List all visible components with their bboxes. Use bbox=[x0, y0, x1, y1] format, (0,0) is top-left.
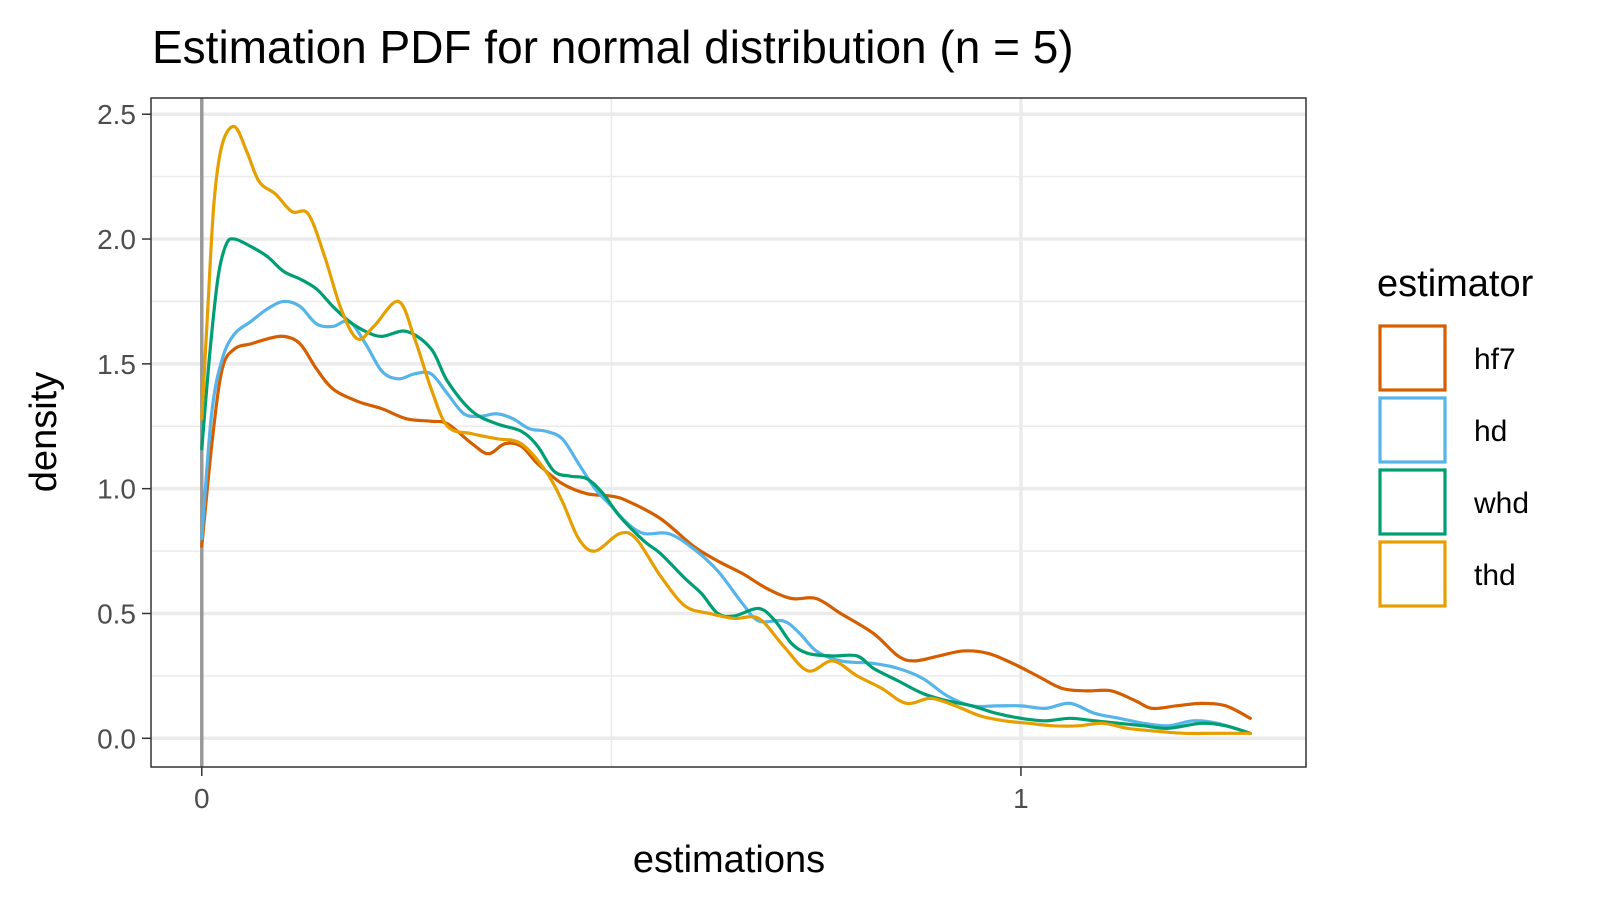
minor-gridlines bbox=[151, 98, 1306, 767]
y-tick-label: 0.5 bbox=[97, 598, 136, 629]
legend-label-whd: whd bbox=[1473, 487, 1529, 520]
legend-key-hd bbox=[1378, 396, 1447, 464]
plot-panel bbox=[151, 98, 1306, 767]
series-line-thd bbox=[200, 124, 1252, 736]
chart-title: Estimation PDF for normal distribution (… bbox=[152, 21, 1074, 73]
y-tick-label: 1.5 bbox=[97, 349, 136, 380]
legend: estimator hf7 hd whd thd bbox=[1377, 263, 1534, 608]
y-tick-label: 0.0 bbox=[97, 723, 136, 754]
legend-label-hf7: hf7 bbox=[1474, 343, 1516, 376]
y-tick-label: 1.0 bbox=[97, 474, 136, 505]
y-tick-label: 2.0 bbox=[97, 224, 136, 255]
series-line-whd bbox=[200, 237, 1252, 735]
legend-key-hf7 bbox=[1378, 324, 1447, 392]
y-axis-ticks: 0.0 0.5 1.0 1.5 2.0 2.5 bbox=[97, 99, 151, 754]
series-line-hf7 bbox=[200, 334, 1252, 720]
y-axis-title: density bbox=[23, 372, 65, 492]
series-lines bbox=[200, 124, 1252, 736]
legend-key-whd bbox=[1378, 468, 1447, 536]
legend-title: estimator bbox=[1377, 263, 1534, 305]
legend-label-thd: thd bbox=[1474, 559, 1516, 592]
x-tick-label: 1 bbox=[1013, 783, 1029, 814]
legend-label-hd: hd bbox=[1474, 415, 1507, 448]
x-tick-label: 0 bbox=[194, 783, 210, 814]
y-tick-label: 2.5 bbox=[97, 99, 136, 130]
legend-key-thd bbox=[1378, 540, 1447, 608]
plot-panel-border bbox=[150, 97, 1307, 768]
x-axis-title: estimations bbox=[633, 839, 825, 881]
